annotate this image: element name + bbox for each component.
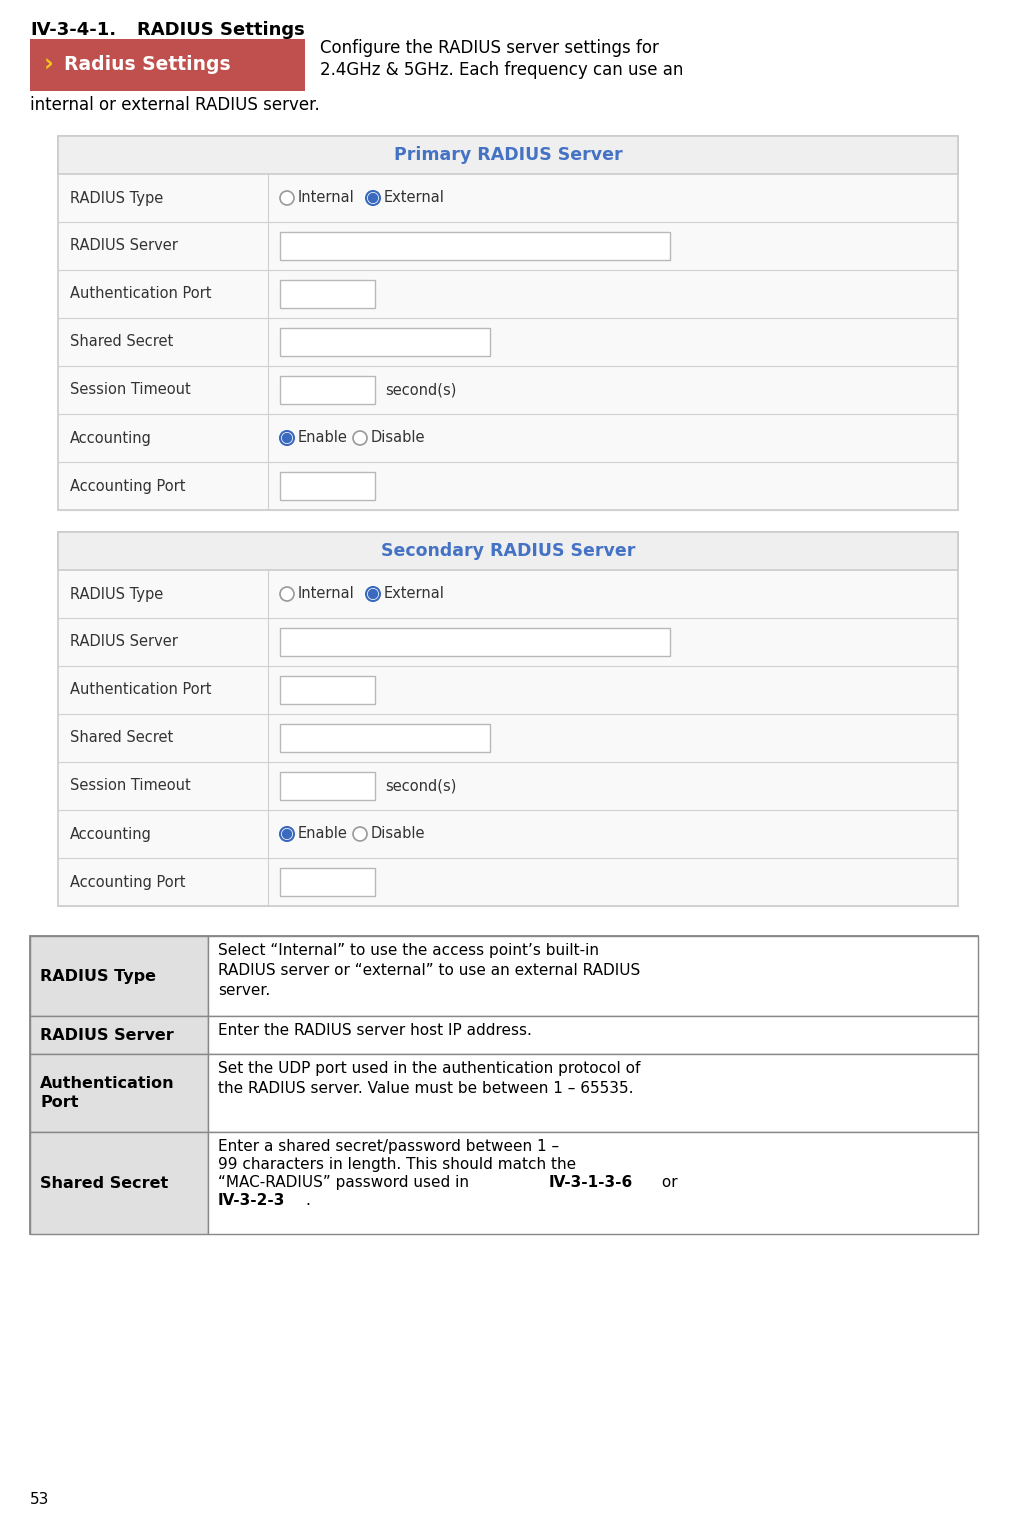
Text: 53: 53 [30,1492,49,1507]
Text: .: . [305,1192,310,1208]
Circle shape [280,587,294,601]
Text: Shared Secret: Shared Secret [70,730,174,745]
Bar [30,40,305,91]
Text: Enter a shared secret/password between 1 –: Enter a shared secret/password between 1… [218,1139,560,1154]
Text: Shared Secret: Shared Secret [40,1176,169,1191]
Bar [208,1054,978,1132]
Circle shape [280,430,294,446]
Text: RADIUS Server: RADIUS Server [70,634,178,649]
Bar [280,233,670,260]
Bar [280,675,375,704]
Text: Enable: Enable [298,430,347,446]
Text: second(s): second(s) [385,779,457,794]
Bar [280,868,375,896]
Text: RADIUS Server: RADIUS Server [40,1028,174,1042]
Bar [280,472,375,500]
Bar [58,532,958,570]
Bar [58,135,958,510]
Text: Internal: Internal [298,587,355,601]
Text: Disable: Disable [371,430,425,446]
Bar [280,724,490,751]
Circle shape [283,829,292,838]
Text: 1812: 1812 [287,286,328,301]
Circle shape [369,193,378,202]
Bar [30,935,208,1016]
Text: 99 characters in length. This should match the: 99 characters in length. This should mat… [218,1157,576,1173]
Bar [30,1016,208,1054]
Bar [30,1054,208,1132]
Circle shape [369,590,378,598]
Text: Session Timeout: Session Timeout [70,779,191,794]
Text: Secondary RADIUS Server: Secondary RADIUS Server [381,541,635,560]
Text: Accounting Port: Accounting Port [70,479,186,493]
Text: RADIUS Server: RADIUS Server [70,239,178,254]
Text: Select “Internal” to use the access point’s built-in
RADIUS server or “external”: Select “Internal” to use the access poin… [218,943,640,998]
Bar [58,532,958,907]
Bar [58,135,958,173]
Circle shape [366,587,380,601]
Text: Accounting: Accounting [70,826,152,841]
Circle shape [354,827,367,841]
Text: IV-3-4-1.: IV-3-4-1. [30,21,116,40]
Bar [30,1132,208,1234]
Bar [280,773,375,800]
Text: 3600: 3600 [287,779,327,794]
Text: Authentication
Port: Authentication Port [40,1075,175,1110]
Text: 3600: 3600 [287,382,327,397]
Text: Disable: Disable [371,826,425,841]
Text: RADIUS Type: RADIUS Type [40,969,156,984]
Text: Primary RADIUS Server: Primary RADIUS Server [394,146,622,164]
Text: RADIUS Type: RADIUS Type [70,587,164,601]
Text: Accounting Port: Accounting Port [70,875,186,890]
Text: internal or external RADIUS server.: internal or external RADIUS server. [30,96,320,114]
Text: External: External [384,190,444,205]
Circle shape [366,192,380,205]
Bar [208,935,978,1016]
Bar [280,376,375,405]
Circle shape [280,192,294,205]
Circle shape [280,827,294,841]
Text: Radius Settings: Radius Settings [64,55,230,75]
Text: IV-3-1-3-6: IV-3-1-3-6 [548,1176,632,1189]
Text: Accounting: Accounting [70,430,152,446]
Text: 2.4GHz & 5GHz. Each frequency can use an: 2.4GHz & 5GHz. Each frequency can use an [320,61,684,79]
Text: Authentication Port: Authentication Port [70,286,211,301]
Bar [208,1132,978,1234]
Text: Internal: Internal [298,190,355,205]
Text: Set the UDP port used in the authentication protocol of
the RADIUS server. Value: Set the UDP port used in the authenticat… [218,1062,640,1095]
Circle shape [283,433,292,443]
Text: External: External [384,587,444,601]
Text: RADIUS Type: RADIUS Type [70,190,164,205]
Text: Configure the RADIUS server settings for: Configure the RADIUS server settings for [320,40,659,56]
Bar [30,935,978,1234]
Bar [280,280,375,307]
Text: IV-3-2-3: IV-3-2-3 [218,1192,286,1208]
Text: RADIUS Settings: RADIUS Settings [112,21,305,40]
Bar [208,1016,978,1054]
Bar [280,329,490,356]
Bar [280,628,670,656]
Text: 1813: 1813 [287,875,328,890]
Text: ›: › [44,53,54,78]
Text: Enter the RADIUS server host IP address.: Enter the RADIUS server host IP address. [218,1024,532,1037]
Circle shape [354,430,367,446]
Text: 1813: 1813 [287,479,328,493]
Text: Enable: Enable [298,826,347,841]
Text: Shared Secret: Shared Secret [70,335,174,350]
Text: Session Timeout: Session Timeout [70,382,191,397]
Text: second(s): second(s) [385,382,457,397]
Text: Authentication Port: Authentication Port [70,683,211,698]
Text: or: or [656,1176,678,1189]
Text: “MAC-RADIUS” password used in: “MAC-RADIUS” password used in [218,1176,474,1189]
Text: 1812: 1812 [287,683,328,698]
